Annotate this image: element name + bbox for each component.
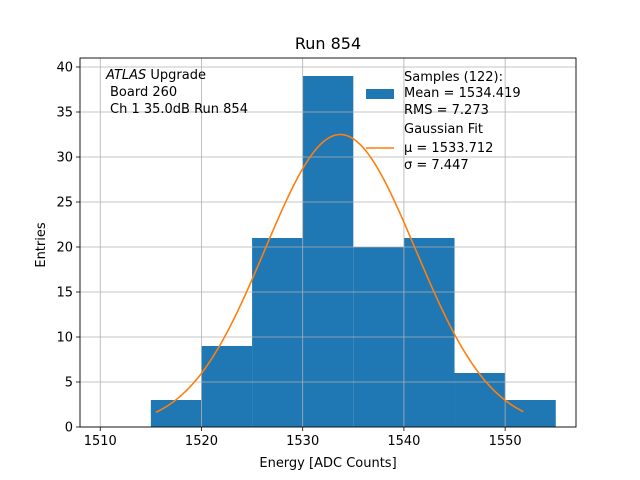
legend-fit-line-1: Gaussian Fit: [404, 122, 483, 137]
histogram-bar: [201, 346, 253, 427]
x-tick-label: 1550: [489, 434, 522, 449]
histogram-bar: [252, 238, 303, 427]
annotation-line-3: Ch 1 35.0dB Run 854: [110, 102, 248, 117]
x-tick-label: 1530: [286, 434, 319, 449]
annotation-upgrade: Upgrade: [146, 68, 206, 83]
y-tick-label: 5: [65, 376, 73, 391]
legend-samples-line-2: Mean = 1534.419: [404, 86, 521, 101]
y-tick-label: 30: [56, 151, 73, 166]
histogram-bar: [150, 400, 202, 427]
y-tick-label: 40: [56, 61, 73, 76]
y-tick-label: 25: [56, 196, 73, 211]
y-tick-label: 10: [56, 331, 73, 346]
y-tick-label: 15: [56, 286, 73, 301]
legend-fit-line-2: μ = 1533.712: [404, 141, 493, 156]
gaussian-fit-curve: [155, 133, 524, 414]
legend: Samples (122): Mean = 1534.419 RMS = 7.2…: [366, 70, 521, 173]
y-axis-label: Entries: [34, 222, 49, 268]
y-tick-label: 0: [65, 421, 73, 436]
legend-samples-line-3: RMS = 7.273: [404, 103, 489, 118]
run-annotation: ATLAS Upgrade Board 260 Ch 1 35.0dB Run …: [105, 68, 248, 117]
legend-samples-line-1: Samples (122):: [404, 70, 503, 85]
y-tick-label: 20: [56, 241, 73, 256]
histogram-bar: [454, 373, 506, 427]
x-tick-label: 1520: [185, 434, 218, 449]
annotation-line-2: Board 260: [110, 85, 177, 100]
legend-samples-swatch: [366, 89, 394, 99]
x-axis-label: Energy [ADC Counts]: [259, 456, 396, 471]
legend-fit-line-3: σ = 7.447: [404, 158, 469, 173]
y-tick-label: 35: [56, 106, 73, 121]
histogram-bar: [302, 76, 354, 427]
axes-frame: [79, 57, 577, 428]
histogram-bar: [505, 400, 556, 427]
x-tick-label: 1540: [387, 434, 420, 449]
histogram-bar: [403, 238, 455, 427]
chart-title: Run 854: [295, 34, 361, 53]
x-tick-label: 1510: [84, 434, 117, 449]
annotation-line-1: ATLAS Upgrade: [105, 68, 206, 83]
annotation-atlas: ATLAS: [105, 68, 146, 83]
